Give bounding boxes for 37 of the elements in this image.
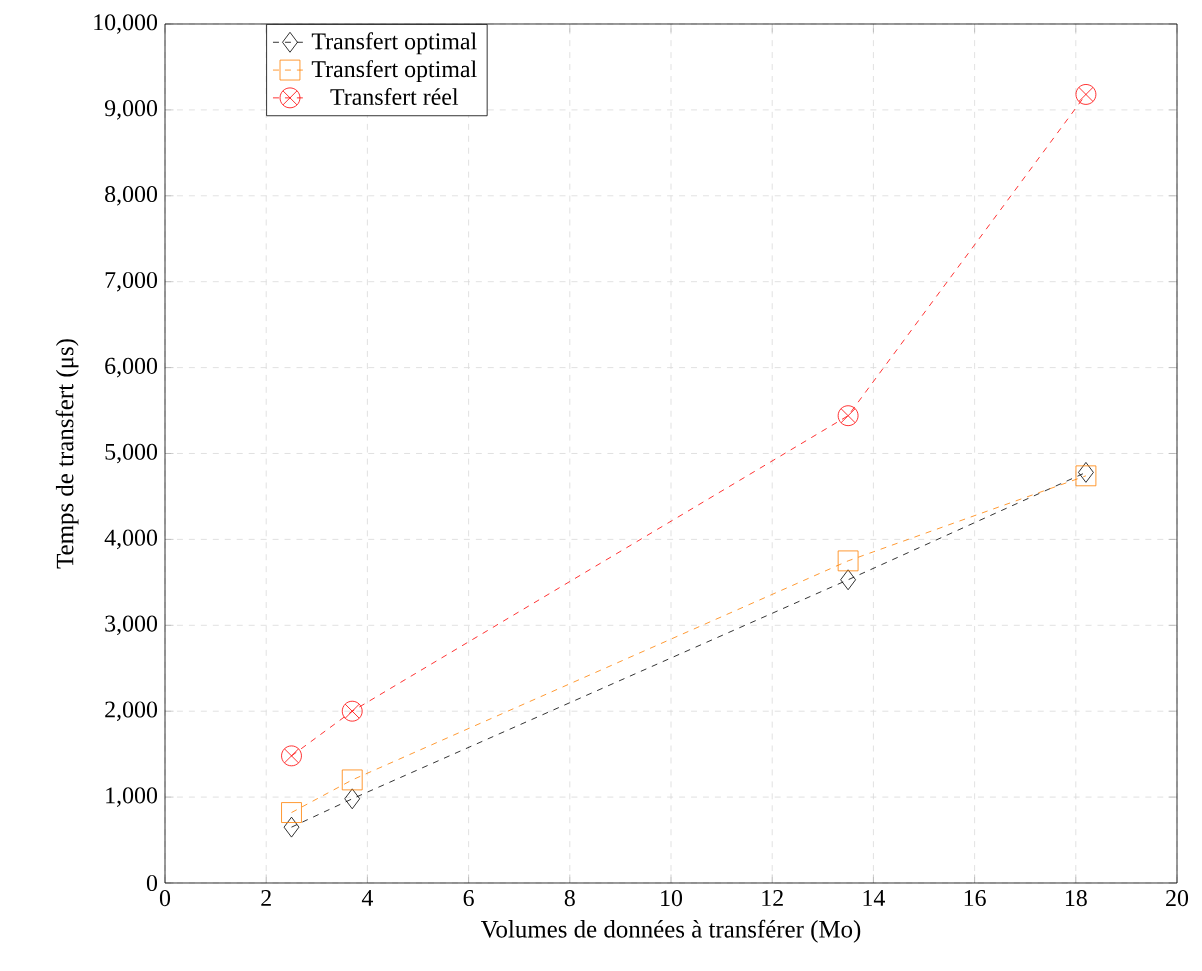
point bbox=[840, 569, 856, 591]
y-tick-label: 6,000 bbox=[105, 357, 158, 378]
point bbox=[341, 700, 363, 722]
y-tick-label: 0 bbox=[146, 874, 158, 892]
y-tick-label: 1,000 bbox=[106, 787, 158, 807]
y-tick-label: 9,000 bbox=[104, 100, 158, 120]
y-axis-title: Temps de transfert (μs) bbox=[55, 339, 79, 569]
legend-label: Transfert optimal bbox=[311, 32, 477, 55]
y-tick-label: 3,000 bbox=[105, 615, 158, 636]
point bbox=[283, 816, 300, 838]
x-tick-label: 10 bbox=[661, 890, 683, 907]
y-tick-label: 2,000 bbox=[105, 701, 158, 721]
legend-label: Transfert réel bbox=[330, 87, 459, 105]
point bbox=[344, 788, 361, 810]
point bbox=[837, 405, 859, 427]
x-tick-label: 0 bbox=[159, 890, 171, 907]
y-tick-label: 10,000 bbox=[94, 14, 158, 34]
point bbox=[281, 745, 302, 767]
x-tick-label: 16 bbox=[964, 890, 986, 907]
x-tick-label: 2 bbox=[261, 890, 271, 906]
y-tick-label: 4,000 bbox=[104, 529, 158, 550]
x-tick-label: 12 bbox=[762, 890, 783, 906]
point bbox=[341, 769, 363, 791]
y-tick-label: 5,000 bbox=[105, 443, 158, 464]
x-tick-label: 20 bbox=[1166, 890, 1189, 907]
point bbox=[837, 550, 859, 572]
x-tick-label: 6 bbox=[463, 890, 474, 907]
x-tick-label: 4 bbox=[361, 890, 374, 906]
point bbox=[1075, 84, 1097, 105]
x-tick-label: 18 bbox=[1065, 890, 1087, 907]
y-tick-label: 8,000 bbox=[105, 186, 158, 206]
y-tick-label: 7,000 bbox=[105, 271, 158, 292]
x-axis-title: Volumes de données à transférer (Mo) bbox=[480, 919, 861, 943]
legend-label: Transfert optimal bbox=[311, 60, 477, 83]
point bbox=[281, 802, 302, 823]
x-tick-label: 8 bbox=[564, 890, 575, 907]
x-tick-label: 14 bbox=[863, 890, 885, 906]
